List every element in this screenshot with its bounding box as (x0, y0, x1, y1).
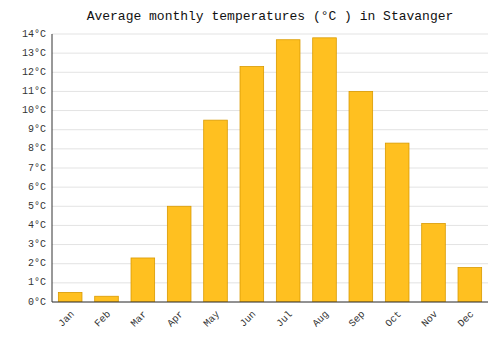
y-tick-label: 1°C (28, 277, 46, 288)
grid-line (52, 34, 488, 35)
y-tick-label: 6°C (28, 182, 46, 193)
x-tick-label: Jan (56, 309, 77, 330)
x-tick-label: Aug (311, 309, 332, 330)
y-tick-label: 3°C (28, 239, 46, 250)
y-tick-label: 9°C (28, 124, 46, 135)
x-tick-label: Feb (93, 309, 114, 330)
grid-line (52, 72, 488, 73)
grid-line (52, 129, 488, 130)
chart: 0°C 1°C 2°C 3°C 4°C 5°C 6°C 7°C 8°C 9°C 10°C 11°C 12… (0, 0, 500, 350)
bar (458, 268, 482, 302)
x-tick-label: Oct (383, 309, 404, 330)
grid-line (52, 302, 488, 303)
grid-line (52, 148, 488, 149)
x-tick-label: Jun (238, 309, 259, 330)
bar (385, 143, 409, 302)
y-tick-label: 7°C (28, 163, 46, 174)
bar (276, 40, 300, 302)
bars (58, 38, 481, 302)
bar (349, 91, 373, 302)
grid-line (52, 53, 488, 54)
x-tick-label: Apr (165, 309, 186, 330)
y-tick-label: 12°C (22, 67, 46, 78)
bar (204, 120, 228, 302)
y-tick-label: 10°C (22, 105, 46, 116)
y-tick-label: 13°C (22, 48, 46, 59)
y-tick-label: 14°C (22, 29, 46, 40)
x-axis (52, 302, 488, 303)
x-tick-label: Nov (420, 309, 441, 330)
grid-line (52, 110, 488, 111)
x-tick-label: Sep (347, 309, 368, 330)
y-tick-label: 8°C (28, 143, 46, 154)
grid-line (52, 91, 488, 92)
y-tick-label: 4°C (28, 220, 46, 231)
chart-container: 0°C 1°C 2°C 3°C 4°C 5°C 6°C 7°C 8°C 9°C 10°C 11°C 12… (0, 0, 500, 350)
y-tick-label: 2°C (28, 258, 46, 269)
x-tick-label: May (202, 309, 223, 330)
title: Average monthly temperatures (°C ) in St… (87, 9, 454, 24)
x-tick-label: Mar (129, 309, 150, 330)
x-tick-label: Dec (456, 309, 477, 330)
x-tick-label: Jul (274, 309, 295, 330)
grid-line (52, 168, 488, 169)
grid-line (52, 206, 488, 207)
y-axis (52, 34, 53, 302)
y-tick-label: 5°C (28, 201, 46, 212)
bar (422, 224, 446, 302)
bar (131, 258, 155, 302)
grid-line (52, 187, 488, 188)
y-tick-label: 11°C (22, 86, 46, 97)
bar (58, 292, 82, 302)
y-tick-label: 0°C (28, 297, 46, 308)
bar (240, 67, 264, 302)
bar (95, 296, 119, 302)
grid (52, 34, 488, 302)
bar (313, 38, 337, 302)
bar (167, 206, 191, 302)
